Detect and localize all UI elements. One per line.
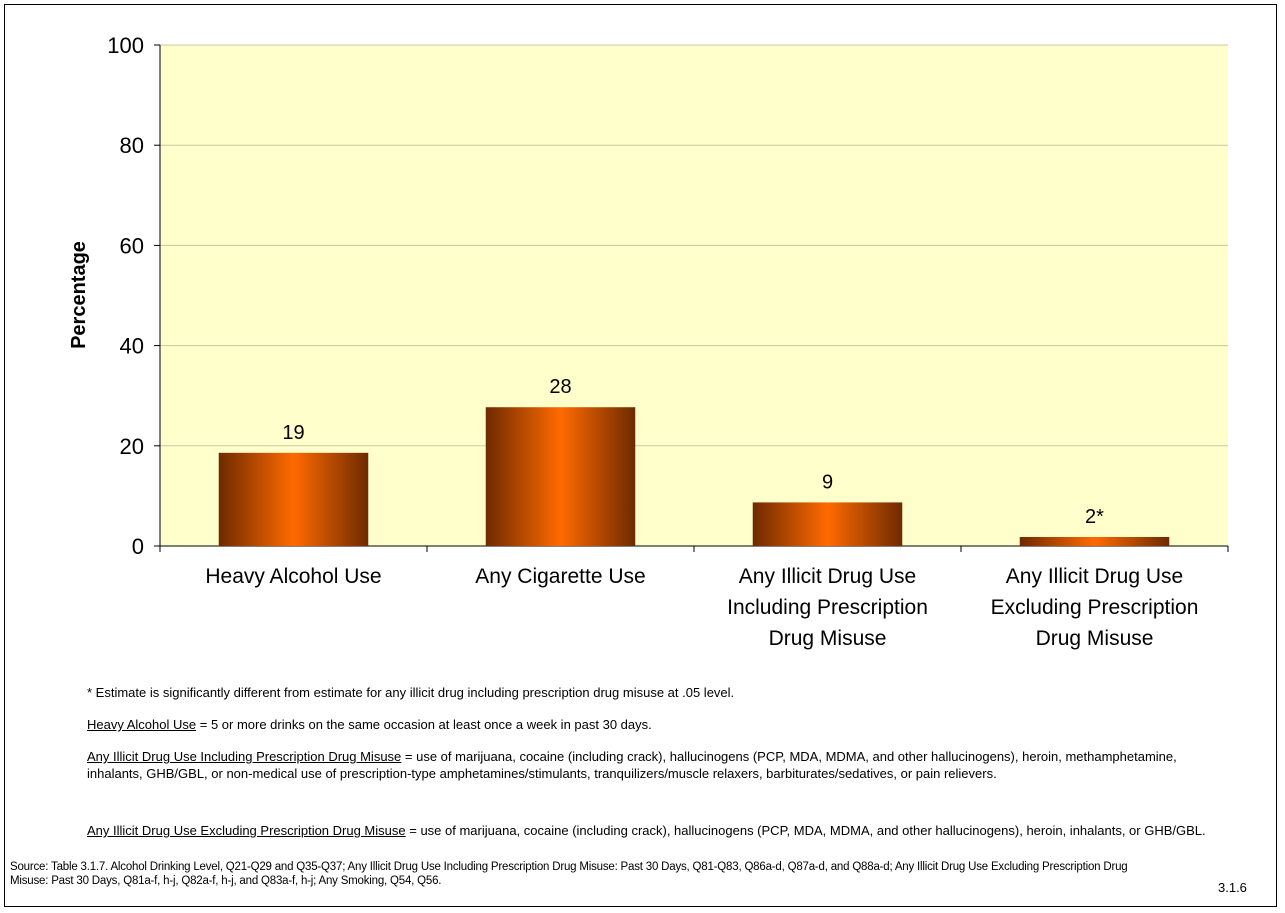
data-label: 28 [549, 376, 571, 398]
x-tick-label: Drug Misuse [1036, 627, 1154, 650]
y-tick-label: 60 [120, 233, 144, 258]
bar [218, 452, 369, 546]
x-tick-label: Excluding Prescription [991, 596, 1199, 619]
x-tick-label: Any Cigarette Use [475, 565, 645, 588]
heavy-alcohol-definition: Heavy Alcohol Use = 5 or more drinks on … [87, 716, 1227, 733]
x-tick-label: Any Illicit Drug Use [1006, 565, 1183, 588]
excluding-definition: Any Illicit Drug Use Excluding Prescript… [87, 822, 1227, 839]
x-tick-label: Including Prescription [727, 596, 928, 619]
data-label: 19 [282, 422, 304, 444]
bar [1019, 536, 1170, 546]
x-tick-label: Heavy Alcohol Use [205, 565, 381, 588]
slide-number: 3.1.6 [1218, 880, 1247, 895]
y-tick-label: 40 [120, 334, 144, 359]
bar [752, 502, 903, 546]
y-tick-label: 20 [120, 434, 144, 459]
including-term: Any Illicit Drug Use Including Prescript… [87, 749, 402, 764]
slide-frame [4, 4, 1277, 907]
excluding-def: = use of marijuana, cocaine (including c… [405, 823, 1206, 838]
excluding-term: Any Illicit Drug Use Excluding Prescript… [87, 823, 406, 838]
y-tick-label: 100 [107, 33, 144, 58]
x-tick-label: Any Illicit Drug Use [739, 565, 916, 588]
significance-note: * Estimate is significantly different fr… [87, 685, 735, 700]
y-tick-label: 0 [132, 534, 144, 559]
x-tick-label: Drug Misuse [769, 627, 887, 650]
data-label: 9 [822, 471, 833, 493]
heavy-alcohol-def: = 5 or more drinks on the same occasion … [196, 717, 652, 732]
including-definition: Any Illicit Drug Use Including Prescript… [87, 748, 1227, 782]
data-label: 2* [1085, 506, 1104, 528]
heavy-alcohol-term: Heavy Alcohol Use [87, 717, 197, 732]
source-note: Source: Table 3.1.7. Alcohol Drinking Le… [10, 861, 1128, 887]
including-def: = use of marijuana, cocaine (including c… [87, 749, 1177, 781]
y-axis-label: Percentage [68, 241, 90, 349]
y-tick-label: 80 [120, 133, 144, 158]
bar-chart: 0 20 40 60 80 100 19 Heavy Alcohol Use 28 Any Cig… [68, 33, 1229, 650]
bar [485, 407, 636, 546]
